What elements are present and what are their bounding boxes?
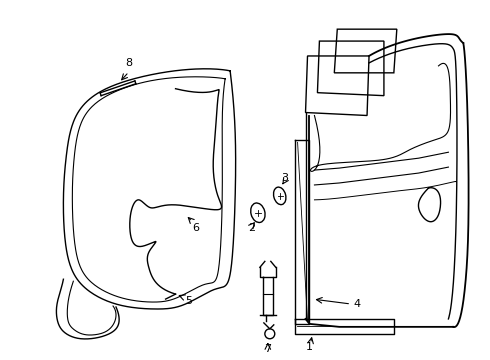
- Text: 4: 4: [354, 299, 361, 309]
- Text: 6: 6: [192, 222, 199, 233]
- Text: 1: 1: [306, 342, 313, 352]
- Text: 7: 7: [264, 344, 271, 354]
- Text: 8: 8: [125, 58, 132, 68]
- Text: 3: 3: [281, 173, 288, 183]
- Text: 2: 2: [248, 222, 255, 233]
- Text: 5: 5: [185, 296, 192, 306]
